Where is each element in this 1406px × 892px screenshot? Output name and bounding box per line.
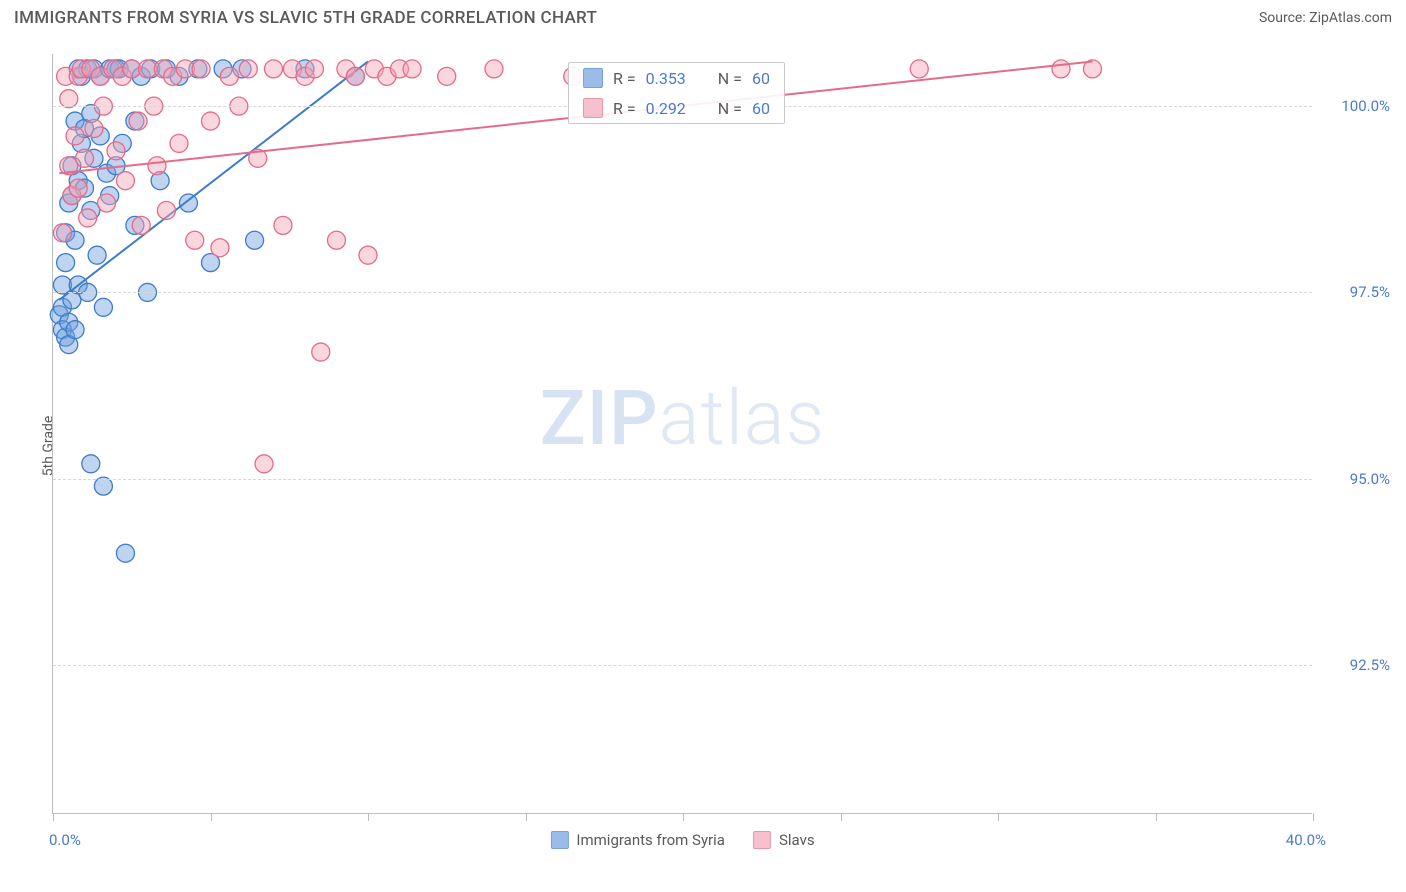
scatter-point-syria [88, 246, 106, 264]
scatter-point-slavs [403, 60, 421, 78]
legend-top-row-syria: R = 0.353 N = 60 [569, 63, 784, 93]
source-prefix: Source: [1259, 10, 1309, 26]
x-tick [526, 813, 527, 821]
x-tick [368, 813, 369, 821]
scatter-point-syria [179, 194, 197, 212]
scatter-point-slavs [107, 142, 125, 160]
scatter-point-slavs [255, 455, 273, 473]
scatter-point-slavs [346, 67, 364, 85]
legend-n-value-slavs: 60 [752, 99, 770, 118]
x-tick [683, 813, 684, 821]
scatter-point-slavs [53, 224, 71, 242]
x-tick [998, 813, 999, 821]
legend-top: R = 0.353 N = 60 R = 0.292 N = 60 [568, 62, 785, 124]
y-tick-label: 95.0% [1350, 470, 1390, 488]
x-tick [211, 813, 212, 821]
scatter-point-slavs [66, 127, 84, 145]
scatter-point-slavs [274, 216, 292, 234]
chart-header: IMMIGRANTS FROM SYRIA VS SLAVIC 5TH GRAD… [0, 0, 1406, 32]
scatter-point-slavs [170, 134, 188, 152]
legend-n-value-syria: 60 [752, 69, 770, 88]
legend-bottom: Immigrants from Syria Slavs [550, 831, 814, 849]
x-tick [1156, 813, 1157, 821]
legend-swatch-slavs [583, 98, 603, 118]
gridline [53, 479, 1312, 480]
scatter-point-slavs [312, 343, 330, 361]
legend-bottom-label-syria: Immigrants from Syria [576, 831, 725, 849]
scatter-point-slavs [157, 201, 175, 219]
scatter-point-slavs [359, 246, 377, 264]
source-name: ZipAtlas.com [1309, 10, 1392, 26]
legend-bottom-label-slavs: Slavs [779, 831, 815, 849]
gridline [53, 665, 1312, 666]
scatter-point-slavs [265, 60, 283, 78]
chart-plot-area: ZIPatlas 0.0% 40.0% Immigrants from Syri… [52, 54, 1312, 814]
scatter-point-slavs [76, 149, 94, 167]
legend-bottom-swatch-syria [550, 831, 568, 849]
scatter-point-slavs [202, 112, 220, 130]
scatter-point-syria [57, 254, 75, 272]
scatter-point-slavs [60, 90, 78, 108]
legend-bottom-item-syria: Immigrants from Syria [550, 831, 725, 849]
scatter-point-slavs [129, 112, 147, 130]
legend-r-label: R = [613, 99, 636, 118]
scatter-point-slavs [910, 60, 928, 78]
x-tick [1313, 813, 1314, 821]
x-axis-min-label: 0.0% [49, 831, 81, 849]
legend-bottom-swatch-slavs [753, 831, 771, 849]
legend-r-label: R = [613, 69, 636, 88]
x-tick [53, 813, 54, 821]
scatter-point-slavs [85, 120, 103, 138]
scatter-point-slavs [116, 172, 134, 190]
scatter-point-slavs [220, 67, 238, 85]
y-tick-label: 100.0% [1341, 97, 1390, 115]
legend-r-value-syria: 0.353 [646, 69, 686, 88]
scatter-point-syria [246, 231, 264, 249]
legend-r-value-slavs: 0.292 [646, 99, 686, 118]
legend-n-label: N = [718, 99, 742, 118]
scatter-point-slavs [132, 216, 150, 234]
scatter-point-slavs [239, 60, 257, 78]
gridline [53, 292, 1312, 293]
scatter-point-slavs [192, 60, 210, 78]
scatter-point-syria [66, 321, 84, 339]
scatter-point-slavs [305, 60, 323, 78]
legend-n-label: N = [718, 69, 742, 88]
scatter-point-slavs [98, 194, 116, 212]
scatter-point-slavs [69, 179, 87, 197]
scatter-svg [53, 54, 1312, 813]
y-tick-label: 97.5% [1350, 283, 1390, 301]
chart-title: IMMIGRANTS FROM SYRIA VS SLAVIC 5TH GRAD… [14, 8, 597, 28]
scatter-point-slavs [79, 209, 97, 227]
scatter-point-slavs [186, 231, 204, 249]
scatter-point-slavs [438, 67, 456, 85]
x-axis-max-label: 40.0% [1286, 831, 1326, 849]
scatter-point-slavs [485, 60, 503, 78]
scatter-point-syria [82, 455, 100, 473]
y-tick-label: 92.5% [1350, 656, 1390, 674]
legend-bottom-item-slavs: Slavs [753, 831, 815, 849]
scatter-point-slavs [211, 239, 229, 257]
legend-top-row-slavs: R = 0.292 N = 60 [569, 93, 784, 123]
legend-swatch-syria [583, 68, 603, 88]
scatter-point-slavs [1052, 60, 1070, 78]
x-tick [841, 813, 842, 821]
scatter-point-slavs [148, 157, 166, 175]
scatter-point-syria [94, 298, 112, 316]
scatter-point-slavs [328, 231, 346, 249]
source-attribution: Source: ZipAtlas.com [1259, 10, 1392, 26]
scatter-point-syria [94, 477, 112, 495]
scatter-point-syria [116, 544, 134, 562]
